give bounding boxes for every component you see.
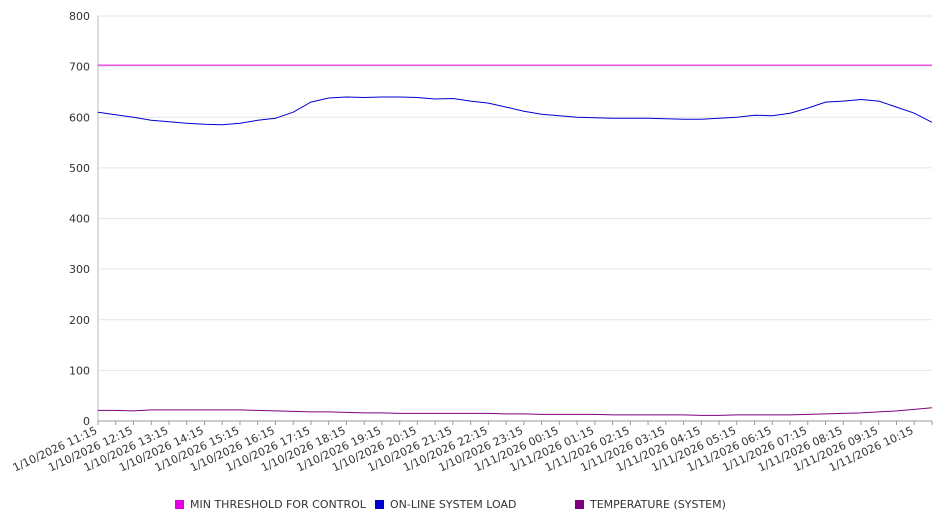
series-line-2[interactable]	[98, 407, 933, 416]
series-line-1[interactable]	[97, 96, 933, 126]
y-tick-label: 600	[69, 111, 90, 124]
x-tick-labels: 1/10/2026 11:151/10/2026 12:151/10/2026 …	[11, 424, 916, 474]
y-tick-label: 100	[69, 364, 90, 377]
y-tick-labels: 0 100 200 300 400 500 600 700 800	[69, 10, 90, 428]
legend-swatch	[175, 500, 184, 509]
y-tick-label: 700	[69, 61, 90, 74]
axes	[97, 16, 933, 425]
legend-item-temperature-system[interactable]: TEMPERATURE (SYSTEM)	[575, 498, 726, 511]
legend-swatch	[575, 500, 584, 509]
legend-item-online-system-load[interactable]: ON-LINE SYSTEM LOAD	[375, 498, 516, 511]
grid	[98, 15, 932, 371]
legend-label: ON-LINE SYSTEM LOAD	[390, 498, 517, 511]
y-tick-label: 300	[69, 263, 90, 276]
legend-label: MIN THRESHOLD FOR CONTROL	[190, 498, 366, 511]
legend-item-min-threshold[interactable]: MIN THRESHOLD FOR CONTROL	[175, 498, 366, 511]
legend-label: TEMPERATURE (SYSTEM)	[590, 498, 726, 511]
y-tick-label: 500	[69, 162, 90, 175]
legend: MIN THRESHOLD FOR CONTROL ON-LINE SYSTEM…	[0, 498, 946, 514]
legend-swatch	[375, 500, 384, 509]
y-tick-label: 0	[83, 415, 90, 428]
y-tick-label: 800	[69, 10, 90, 23]
series-lines	[97, 64, 933, 416]
y-tick-label: 200	[69, 314, 90, 327]
y-tick-label: 400	[69, 213, 90, 226]
